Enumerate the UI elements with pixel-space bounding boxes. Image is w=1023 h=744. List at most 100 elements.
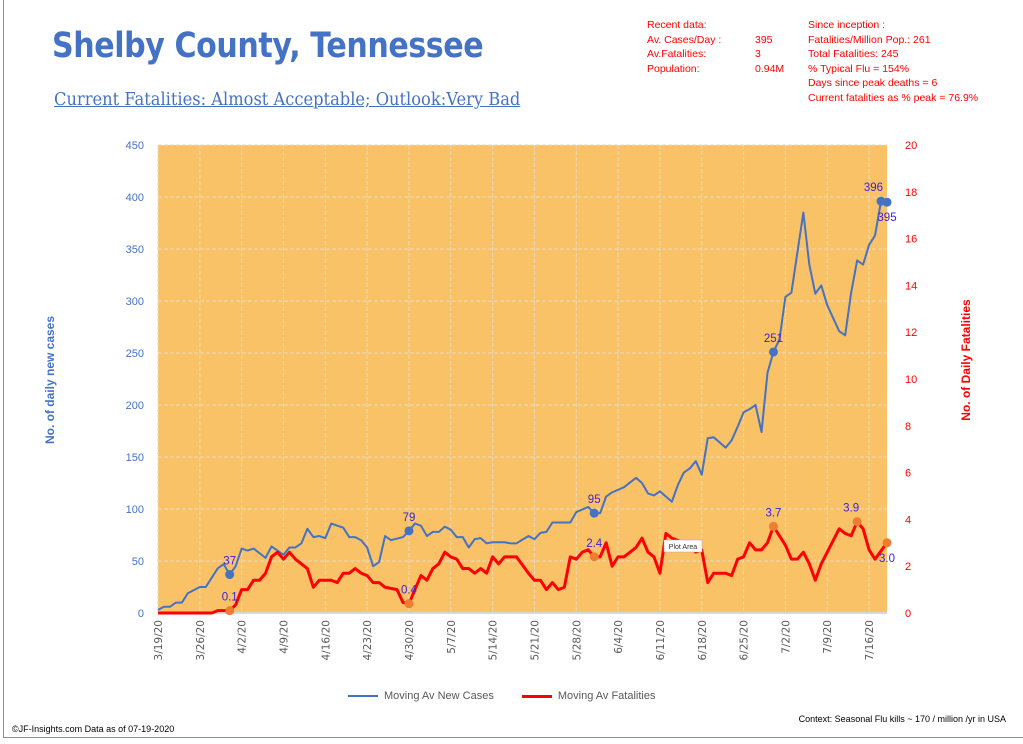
recent-value: 0.94M xyxy=(755,62,785,75)
y-tick-label: 450 xyxy=(126,140,144,152)
x-tick-label: 6/25/20 xyxy=(739,620,751,660)
data-label: 251 xyxy=(764,333,783,345)
data-label: 37 xyxy=(223,556,236,568)
inception-line: % Typical Flu = 154% xyxy=(808,62,910,75)
data-label: 0.4 xyxy=(401,585,418,597)
cases-marker xyxy=(882,197,892,207)
y2-tick-label: 18 xyxy=(905,187,917,199)
recent-row: Population: 0.94M xyxy=(647,62,784,77)
legend-item-cases[interactable]: Moving Av New Cases xyxy=(348,690,494,702)
legend-label: Moving Av New Cases xyxy=(384,690,494,702)
data-label: 3.9 xyxy=(843,503,859,515)
footer-credit: ©JF-Insights.com Data as of 07-19-2020 xyxy=(12,724,175,734)
y2-tick-label: 14 xyxy=(905,280,917,292)
x-tick-label: 5/28/20 xyxy=(571,620,583,660)
recent-row: Av.Fatalities: 3 xyxy=(647,47,784,62)
recent-label: Population: xyxy=(647,62,700,75)
footer-context: Context: Seasonal Flu kills ~ 170 / mill… xyxy=(798,714,1006,724)
y-tick-label: 300 xyxy=(126,296,144,308)
y-tick-label: 200 xyxy=(126,400,144,412)
inception-heading: Since inception : xyxy=(808,19,886,31)
data-label: 3.7 xyxy=(765,507,781,519)
y-tick-label: 350 xyxy=(126,244,144,256)
x-tick-label: 4/16/20 xyxy=(320,620,332,660)
fatalities-marker xyxy=(882,538,892,548)
data-label: 395 xyxy=(877,212,896,224)
legend: Moving Av New Cases Moving Av Fatalities xyxy=(348,690,655,702)
y-tick-label: 400 xyxy=(126,192,144,204)
inception-line: Total Fatalities: 245 xyxy=(808,48,899,60)
recent-heading: Recent data: xyxy=(647,19,707,31)
y2-axis-title: No. of Daily Fatalities xyxy=(959,299,973,421)
plot-area-tooltip: Plot Area xyxy=(663,539,703,553)
x-tick-label: 7/9/20 xyxy=(822,620,834,654)
x-tick-label: 3/19/20 xyxy=(153,620,165,660)
legend-label: Moving Av Fatalities xyxy=(557,690,656,702)
inception-line: Fatalities/Million Pop.: 261 xyxy=(808,33,931,46)
data-label: 0.1 xyxy=(222,592,238,604)
y2-tick-label: 12 xyxy=(905,327,917,339)
recent-label: Av. Cases/Day : xyxy=(647,33,722,46)
legend-item-fatalities[interactable]: Moving Av Fatalities xyxy=(521,690,656,702)
cases-marker xyxy=(768,347,778,357)
data-label: 396 xyxy=(864,182,883,194)
fatalities-marker xyxy=(404,599,414,609)
x-tick-label: 7/16/20 xyxy=(864,620,876,660)
cases-line xyxy=(157,200,888,611)
y-tick-label: 0 xyxy=(138,608,144,620)
recent-label: Av.Fatalities: xyxy=(647,48,707,60)
tooltip-box xyxy=(663,539,703,553)
inception-line: Current fatalities as % peak = 76.9% xyxy=(808,91,979,104)
chart-frame xyxy=(3,0,1023,738)
plot-area xyxy=(158,145,887,613)
x-tick-label: 6/18/20 xyxy=(697,620,709,660)
y2-tick-label: 20 xyxy=(905,140,917,152)
y2-tick-label: 10 xyxy=(905,374,917,386)
fatalities-marker xyxy=(768,521,778,531)
legend-swatch-cases xyxy=(348,695,378,697)
x-tick-label: 4/9/20 xyxy=(278,620,290,654)
fatalities-marker xyxy=(225,606,235,616)
x-tick-label: 5/14/20 xyxy=(488,620,500,660)
y-tick-label: 50 xyxy=(132,556,144,568)
y2-tick-label: 4 xyxy=(905,514,911,526)
legend-swatch-fatalities xyxy=(521,694,552,698)
recent-data-panel: Recent data: Av. Cases/Day : 395 Av.Fatal… xyxy=(647,18,784,76)
chart-title: Shelby County, Tennessee xyxy=(52,26,484,66)
y2-tick-label: 8 xyxy=(905,421,911,433)
data-label: 3.0 xyxy=(879,553,895,565)
fatalities-marker xyxy=(852,517,862,527)
y-axis-title: No. of daily new cases xyxy=(43,316,57,444)
x-tick-label: 7/2/20 xyxy=(780,620,792,654)
x-tick-label: 4/2/20 xyxy=(237,620,249,654)
y-tick-label: 150 xyxy=(126,452,144,464)
y-tick-label: 250 xyxy=(126,348,144,360)
x-tick-label: 4/30/20 xyxy=(404,620,416,660)
data-label: 95 xyxy=(588,494,601,506)
x-tick-label: 5/21/20 xyxy=(529,620,541,660)
recent-value: 395 xyxy=(755,33,773,46)
recent-row: Av. Cases/Day : 395 xyxy=(647,33,784,48)
y2-tick-label: 6 xyxy=(905,468,911,480)
data-label: 2.4 xyxy=(586,538,603,550)
y2-tick-label: 2 xyxy=(905,561,911,573)
chart-subtitle: Current Fatalities: Almost Acceptable; O… xyxy=(54,90,521,110)
recent-value: 3 xyxy=(755,48,761,60)
cases-marker xyxy=(589,508,599,518)
x-tick-label: 4/23/20 xyxy=(362,620,374,660)
y-tick-label: 100 xyxy=(126,504,144,516)
y2-tick-label: 16 xyxy=(905,234,917,246)
x-tick-label: 6/11/20 xyxy=(655,620,667,660)
fatalities-marker xyxy=(589,552,599,562)
cases-marker xyxy=(404,526,414,536)
inception-panel: Since inception : Fatalities/Million Pop… xyxy=(808,18,978,105)
tooltip-text: Plot Area xyxy=(669,544,698,551)
x-tick-label: 5/7/20 xyxy=(446,620,458,654)
y2-tick-label: 0 xyxy=(905,608,911,620)
cases-marker xyxy=(225,570,235,580)
data-label: 79 xyxy=(403,512,416,524)
inception-line: Days since peak deaths = 6 xyxy=(808,77,938,89)
x-tick-label: 6/4/20 xyxy=(613,620,625,654)
x-tick-label: 3/26/20 xyxy=(195,620,207,660)
